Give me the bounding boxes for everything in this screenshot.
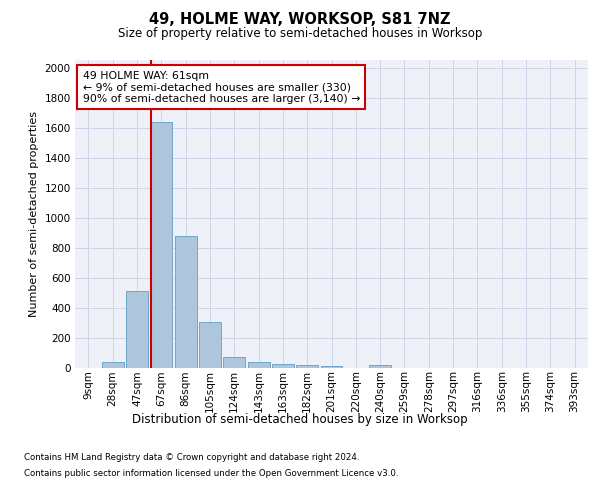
Text: 49 HOLME WAY: 61sqm
← 9% of semi-detached houses are smaller (330)
90% of semi-d: 49 HOLME WAY: 61sqm ← 9% of semi-detache… bbox=[83, 71, 360, 104]
Bar bbox=[102, 362, 124, 368]
Bar bbox=[320, 366, 343, 368]
Text: Distribution of semi-detached houses by size in Worksop: Distribution of semi-detached houses by … bbox=[132, 412, 468, 426]
Bar bbox=[126, 291, 148, 368]
Bar bbox=[151, 122, 172, 368]
Bar bbox=[369, 365, 391, 368]
Bar bbox=[272, 364, 294, 368]
Y-axis label: Number of semi-detached properties: Number of semi-detached properties bbox=[29, 111, 39, 317]
Bar bbox=[296, 365, 318, 368]
Text: 49, HOLME WAY, WORKSOP, S81 7NZ: 49, HOLME WAY, WORKSOP, S81 7NZ bbox=[149, 12, 451, 28]
Bar bbox=[199, 322, 221, 368]
Text: Contains HM Land Registry data © Crown copyright and database right 2024.: Contains HM Land Registry data © Crown c… bbox=[24, 454, 359, 462]
Bar bbox=[248, 362, 269, 368]
Text: Contains public sector information licensed under the Open Government Licence v3: Contains public sector information licen… bbox=[24, 468, 398, 477]
Bar bbox=[175, 236, 197, 368]
Text: Size of property relative to semi-detached houses in Worksop: Size of property relative to semi-detach… bbox=[118, 28, 482, 40]
Bar bbox=[223, 357, 245, 368]
